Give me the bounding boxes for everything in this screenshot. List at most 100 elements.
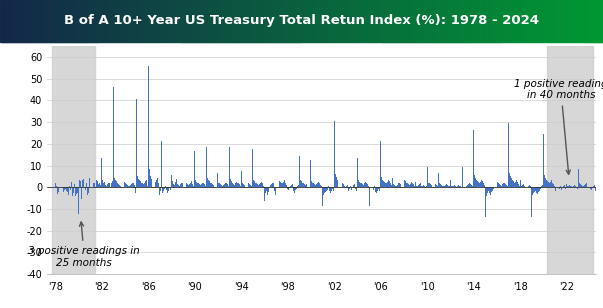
Bar [536, 187, 537, 193]
Bar [577, 0, 579, 42]
Bar [464, 184, 466, 187]
Bar [597, 0, 599, 42]
Bar [574, 185, 575, 187]
Bar [511, 178, 512, 187]
Bar [545, 0, 548, 42]
Bar [567, 186, 568, 187]
Bar [380, 0, 382, 42]
Bar [231, 0, 234, 42]
Bar [601, 0, 603, 42]
Bar [155, 0, 157, 42]
Bar [502, 0, 505, 42]
Bar [505, 184, 506, 187]
Bar [174, 185, 175, 187]
Bar [259, 184, 260, 187]
Bar [364, 183, 365, 187]
Bar [188, 185, 189, 187]
Bar [81, 187, 82, 199]
Bar [518, 184, 519, 187]
Bar [364, 0, 367, 42]
Bar [229, 0, 232, 42]
Bar [348, 0, 350, 42]
Bar [512, 180, 513, 187]
Bar [115, 0, 117, 42]
Bar [428, 0, 431, 42]
Bar [98, 0, 101, 42]
Bar [108, 183, 109, 187]
Bar [332, 187, 333, 189]
Bar [443, 186, 444, 187]
Bar [301, 181, 302, 187]
Bar [149, 0, 151, 42]
Bar [233, 0, 236, 42]
Bar [172, 181, 173, 187]
Bar [248, 183, 250, 187]
Bar [358, 0, 361, 42]
Bar [320, 0, 322, 42]
Bar [475, 0, 477, 42]
Bar [565, 0, 567, 42]
Bar [575, 185, 576, 187]
Bar [513, 181, 514, 187]
Bar [202, 183, 203, 187]
Bar [89, 0, 91, 42]
Bar [270, 185, 271, 187]
Bar [560, 186, 561, 187]
Bar [197, 0, 200, 42]
Bar [272, 183, 273, 187]
Bar [583, 0, 586, 42]
Bar [132, 183, 133, 187]
Bar [154, 183, 156, 187]
Bar [476, 180, 477, 187]
Bar [16, 0, 19, 42]
Bar [321, 186, 322, 187]
Bar [396, 186, 397, 187]
Bar [297, 186, 298, 187]
Bar [566, 184, 567, 187]
Bar [185, 0, 188, 42]
Bar [209, 181, 210, 187]
Bar [20, 0, 23, 42]
Bar [129, 186, 130, 187]
Bar [472, 186, 473, 187]
Bar [463, 183, 464, 187]
Bar [245, 0, 248, 42]
Bar [436, 0, 439, 42]
Bar [489, 187, 490, 193]
Bar [243, 0, 246, 42]
Bar [185, 181, 186, 187]
Bar [381, 177, 382, 187]
Bar [110, 187, 111, 188]
Bar [86, 183, 87, 187]
Bar [445, 185, 446, 187]
Bar [569, 0, 572, 42]
Bar [60, 0, 63, 42]
Bar [417, 186, 418, 187]
Bar [548, 182, 549, 187]
Bar [267, 0, 270, 42]
Bar [483, 183, 484, 187]
Bar [18, 0, 21, 42]
Bar [470, 184, 471, 187]
Bar [150, 176, 151, 187]
Bar [317, 183, 318, 187]
Bar [428, 183, 429, 187]
Bar [319, 183, 320, 187]
Bar [139, 0, 141, 42]
Bar [535, 0, 537, 42]
Bar [412, 0, 415, 42]
Bar [260, 183, 261, 187]
Bar [341, 180, 343, 187]
Bar [516, 180, 517, 187]
Bar [268, 187, 269, 192]
Bar [563, 0, 566, 42]
Bar [366, 0, 368, 42]
Bar [384, 0, 387, 42]
Bar [136, 99, 137, 187]
Bar [121, 0, 123, 42]
Bar [77, 187, 78, 193]
Bar [380, 141, 381, 187]
Bar [473, 130, 474, 187]
Bar [165, 186, 166, 187]
Bar [131, 0, 133, 42]
